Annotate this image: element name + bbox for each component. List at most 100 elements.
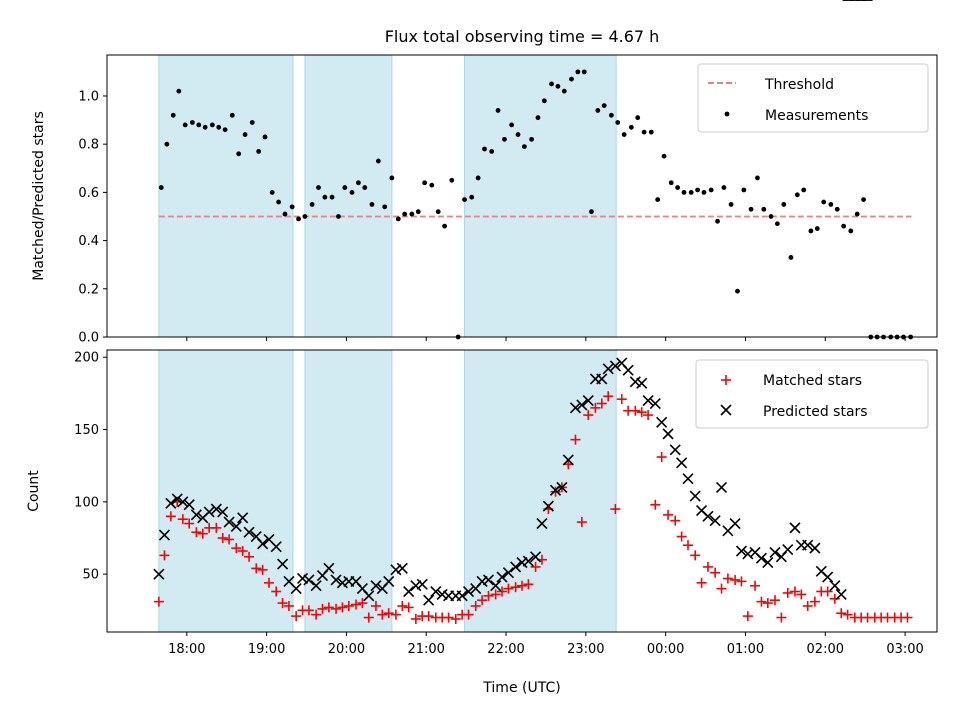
measurement-point xyxy=(442,223,447,229)
predicted-marker xyxy=(423,594,435,606)
matched-marker xyxy=(517,580,527,591)
predicted-marker-b xyxy=(257,538,269,550)
predicted-marker-b xyxy=(476,575,488,587)
matched-marker xyxy=(217,533,228,543)
y-tick-label: 0.2 xyxy=(78,282,99,297)
matched-marker xyxy=(257,564,268,575)
predicted-marker-b xyxy=(749,546,761,559)
predicted-marker-b xyxy=(576,399,588,411)
matched-marker xyxy=(363,612,374,623)
predicted-marker xyxy=(153,568,165,580)
predicted-marker xyxy=(822,571,834,583)
predicted-marker-b xyxy=(436,588,448,600)
predicted-marker-b xyxy=(303,574,315,586)
matched-marker xyxy=(676,531,687,542)
predicted-marker-b xyxy=(755,552,767,564)
predicted-marker-b xyxy=(769,546,781,559)
predicted-marker-b xyxy=(203,506,215,518)
predicted-marker-b xyxy=(649,397,661,410)
measurement-point xyxy=(316,185,321,190)
matched-marker xyxy=(153,596,164,607)
matched-marker xyxy=(264,577,275,588)
predicted-marker-b xyxy=(263,533,275,546)
predicted-marker xyxy=(536,517,548,530)
y-tick-label: 1.0 xyxy=(78,89,99,104)
predicted-marker-b xyxy=(403,585,415,598)
matched-marker xyxy=(477,595,488,606)
matched-marker xyxy=(483,590,494,601)
bottom-legend: Matched stars Predicted stars xyxy=(695,359,929,429)
measurement-point xyxy=(429,182,435,188)
predicted-marker xyxy=(522,555,534,567)
measurement-point xyxy=(728,202,734,207)
measurement-point xyxy=(841,223,847,229)
measurement-point xyxy=(854,211,860,217)
measurement-point xyxy=(834,206,840,212)
measurement-point xyxy=(249,120,255,125)
measurement-point xyxy=(688,189,694,195)
matched-marker xyxy=(291,611,302,622)
matched-marker xyxy=(809,596,820,607)
matched-marker xyxy=(710,567,721,578)
measurement-point xyxy=(794,192,800,198)
predicted-marker-b xyxy=(669,444,681,456)
matched-marker xyxy=(742,611,753,622)
matched-marker xyxy=(283,600,294,611)
measurement-point xyxy=(774,221,780,227)
matched-marker xyxy=(822,586,833,597)
predicted-marker xyxy=(165,497,177,509)
measurement-point xyxy=(495,108,501,113)
measurement-point xyxy=(621,132,627,137)
matched-marker xyxy=(842,609,853,620)
measurement-point xyxy=(569,76,574,82)
measurement-point xyxy=(589,209,594,215)
predicted-marker xyxy=(662,428,674,440)
x-tick-label: 03:00 xyxy=(886,642,923,657)
predicted-marker xyxy=(829,580,841,592)
measurement-point xyxy=(761,206,767,212)
measurement-point xyxy=(549,81,554,87)
predicted-marker-b xyxy=(530,551,542,563)
predicted-marker-b xyxy=(510,561,522,573)
matched-marker xyxy=(583,410,594,421)
predicted-marker xyxy=(217,506,229,518)
predicted-marker xyxy=(642,395,654,407)
measurement-point xyxy=(222,127,228,133)
measurement-point xyxy=(661,153,667,159)
matched-marker xyxy=(403,602,414,613)
predicted-marker xyxy=(462,585,475,598)
matched-marker xyxy=(317,603,328,614)
predicted-marker xyxy=(257,538,269,550)
matched-marker xyxy=(782,587,793,598)
top-axes-frame xyxy=(106,54,938,338)
predicted-marker xyxy=(556,481,568,493)
measurement-point xyxy=(415,209,421,215)
matched-marker xyxy=(750,580,761,591)
matched-marker xyxy=(251,563,262,574)
matched-marker xyxy=(510,582,521,593)
matched-marker xyxy=(383,608,394,619)
measurement-point xyxy=(715,218,720,224)
measurement-point xyxy=(768,214,774,219)
predicted-marker-b xyxy=(715,481,728,493)
predicted-marker-b xyxy=(490,580,502,592)
measurement-point xyxy=(322,194,328,200)
predicted-marker-b xyxy=(536,517,548,530)
chart-title: Flux total observing time = 4.67 h xyxy=(385,27,660,46)
measurement-point xyxy=(395,216,401,222)
measurement-point xyxy=(541,98,547,104)
matched-marker xyxy=(769,595,780,606)
measurement-point xyxy=(735,288,740,294)
predicted-marker-b xyxy=(243,526,255,538)
top-legend: Threshold Measurements xyxy=(697,63,929,133)
x-tick-label: 22:00 xyxy=(487,642,524,657)
y-tick-label: 100 xyxy=(74,495,99,510)
predicted-marker-b xyxy=(230,520,242,532)
predicted-marker-b xyxy=(822,571,834,583)
predicted-marker-b xyxy=(217,506,229,518)
predicted-marker xyxy=(456,590,468,602)
measurement-point xyxy=(561,88,567,94)
measurement-point xyxy=(535,115,541,121)
matched-marker xyxy=(636,407,647,418)
measurement-point xyxy=(695,187,700,193)
